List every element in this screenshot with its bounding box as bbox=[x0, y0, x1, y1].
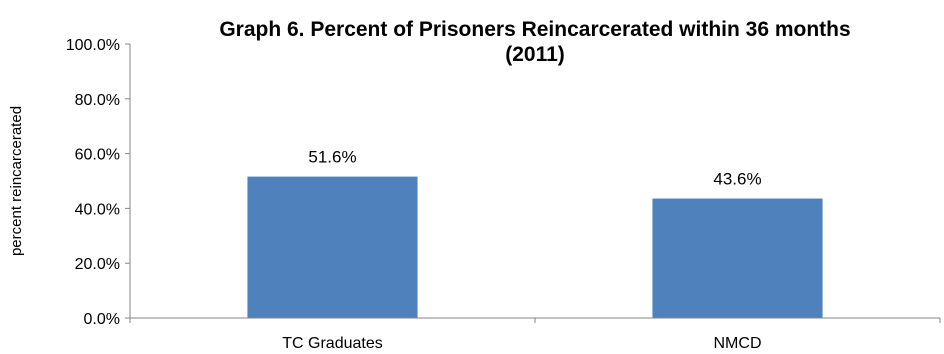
y-tick-label: 100.0% bbox=[66, 37, 120, 54]
data-labels: 51.6% 43.6% bbox=[308, 148, 761, 189]
y-tick-label: 20.0% bbox=[75, 256, 120, 273]
y-axis-ticks: 0.0% 20.0% 40.0% 60.0% 80.0% 100.0% bbox=[66, 37, 130, 328]
y-axis-title: percent reincarcerated bbox=[8, 106, 25, 256]
chart-title-line-1: Graph 6. Percent of Prisoners Reincarcer… bbox=[219, 18, 850, 41]
y-tick-label: 40.0% bbox=[75, 201, 120, 218]
y-tick-label: 0.0% bbox=[84, 311, 120, 328]
data-label: 43.6% bbox=[713, 170, 761, 189]
y-tick-label: 60.0% bbox=[75, 147, 120, 164]
bar-tc-graduates bbox=[247, 176, 418, 318]
x-tick-label: TC Graduates bbox=[282, 335, 382, 352]
y-tick-label: 80.0% bbox=[75, 92, 120, 109]
x-tick-label: NMCD bbox=[714, 335, 762, 352]
data-label: 51.6% bbox=[308, 148, 356, 167]
bar-nmcd bbox=[652, 198, 823, 318]
chart-title-line-2: (2011) bbox=[505, 43, 565, 66]
x-axis-ticks: TC Graduates NMCD bbox=[129, 318, 941, 352]
bars bbox=[247, 176, 823, 318]
